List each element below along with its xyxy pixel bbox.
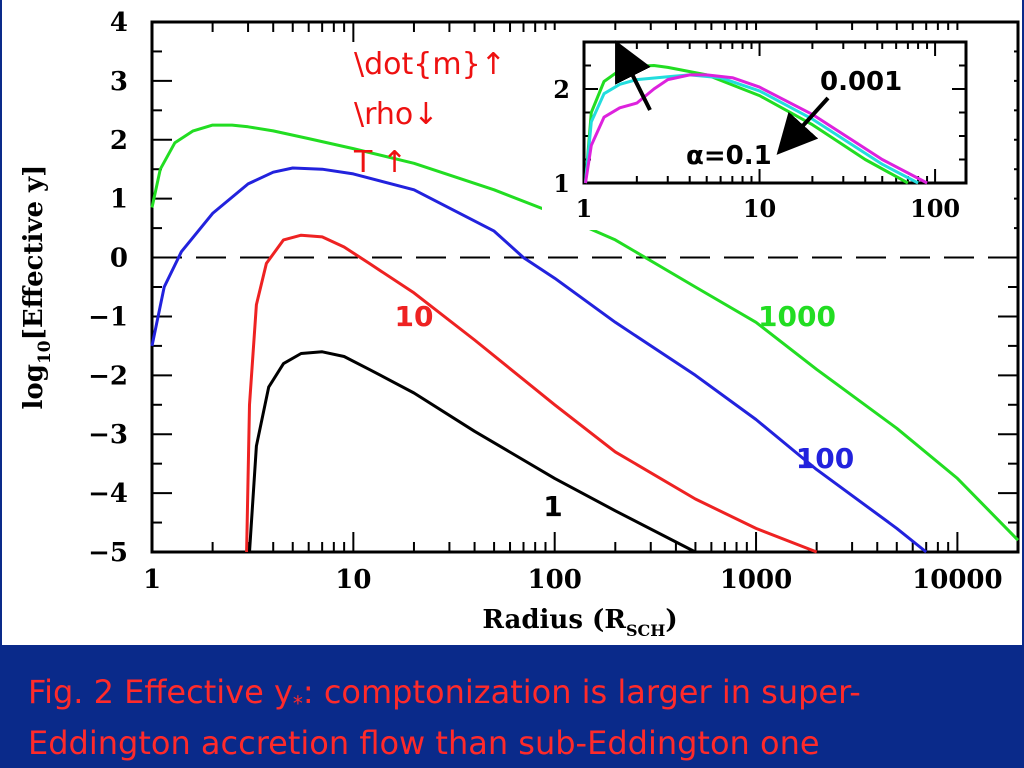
main-x-tick-label: 10 [335, 565, 371, 595]
main-series-line-10 [245, 233, 818, 554]
y-axis-title-rest: [Effective y] [19, 165, 49, 341]
main-y-tick-label: 1 [110, 185, 128, 215]
main-y-tick-label: 3 [110, 67, 128, 97]
main-y-tick-label: −5 [88, 538, 128, 568]
annotation-rho: \rho↓ [354, 97, 438, 132]
curve-label-1: 1 [543, 490, 562, 523]
curve-label-100: 100 [796, 442, 854, 475]
main-y-tick-label: −4 [88, 479, 128, 509]
main-y-tick-label: −3 [88, 420, 128, 450]
inset-label-alpha-0001: 0.001 [820, 67, 902, 97]
caption-line1-rest: : comptonization is larger in super- [302, 673, 861, 711]
main-y-tick-label: 4 [110, 8, 128, 38]
x-axis-title-sub: SCH [626, 621, 665, 640]
main-x-tick-label: 1 [143, 565, 161, 595]
x-axis-title-main: Radius (R [482, 605, 626, 635]
main-series-line-1 [248, 350, 697, 554]
main-series-line-1000 [150, 123, 1020, 542]
main-x-tick-label: 100 [528, 565, 582, 595]
inset-arrow-up [615, 40, 652, 111]
annotation-mdot: \dot{m}↑ [354, 47, 506, 82]
curve-label-1000: 1000 [758, 300, 836, 333]
inset-label-alpha-01: α=0.1 [686, 141, 772, 171]
main-series-line-100 [150, 166, 928, 554]
caption-subscript: * [292, 691, 303, 716]
main-x-tick-label: 10000 [912, 565, 1002, 595]
inset-y-tick-label: 1 [553, 169, 570, 198]
annotations: \dot{m}↑ \rho↓ T ↑ [353, 47, 506, 180]
inset-series-line-2 [584, 73, 928, 185]
inset-plot: 1 10 100 2 1 0.001 α=0.1 [542, 30, 1014, 230]
y-axis-title-sub: 10 [35, 340, 55, 364]
figure-panel: 1 10 100 1000 10000 4 3 2 1 0 −1 −2 −3 −4 −5 Radius (RS… [0, 0, 1024, 645]
inset-x-tick-label: 1 [576, 194, 593, 223]
caption-line-1: Fig. 2 Effective y*: comptonization is l… [28, 672, 1018, 723]
inset-x-tick-label: 10 [743, 194, 776, 223]
annotation-temperature: T ↑ [353, 145, 407, 180]
x-axis-title-close: ) [665, 605, 677, 635]
inset-series-line-0 [584, 64, 909, 185]
inset-y-tick-label: 2 [553, 75, 570, 104]
x-axis-title: Radius (RSCH) [482, 605, 677, 640]
curve-label-10: 10 [395, 300, 434, 333]
inset-frame [582, 40, 968, 185]
figure-caption: Fig. 2 Effective y*: comptonization is l… [28, 672, 1018, 763]
main-y-tick-label: 2 [110, 126, 128, 156]
caption-line-2: Eddington accretion flow than sub-Edding… [28, 724, 820, 763]
main-y-tick-label: −2 [88, 361, 128, 391]
main-y-tick-label: 0 [110, 244, 128, 274]
y-axis-title: log10[Effective y] [19, 165, 55, 410]
main-y-tick-label: −1 [88, 302, 128, 332]
caption-prefix: Fig. 2 Effective y [28, 673, 293, 711]
y-axis-title-main: log [19, 364, 49, 409]
inset-x-tick-label: 100 [910, 194, 960, 223]
caption-band [0, 645, 1024, 768]
inset-arrow-down [776, 96, 830, 155]
main-x-tick-label: 1000 [720, 565, 792, 595]
